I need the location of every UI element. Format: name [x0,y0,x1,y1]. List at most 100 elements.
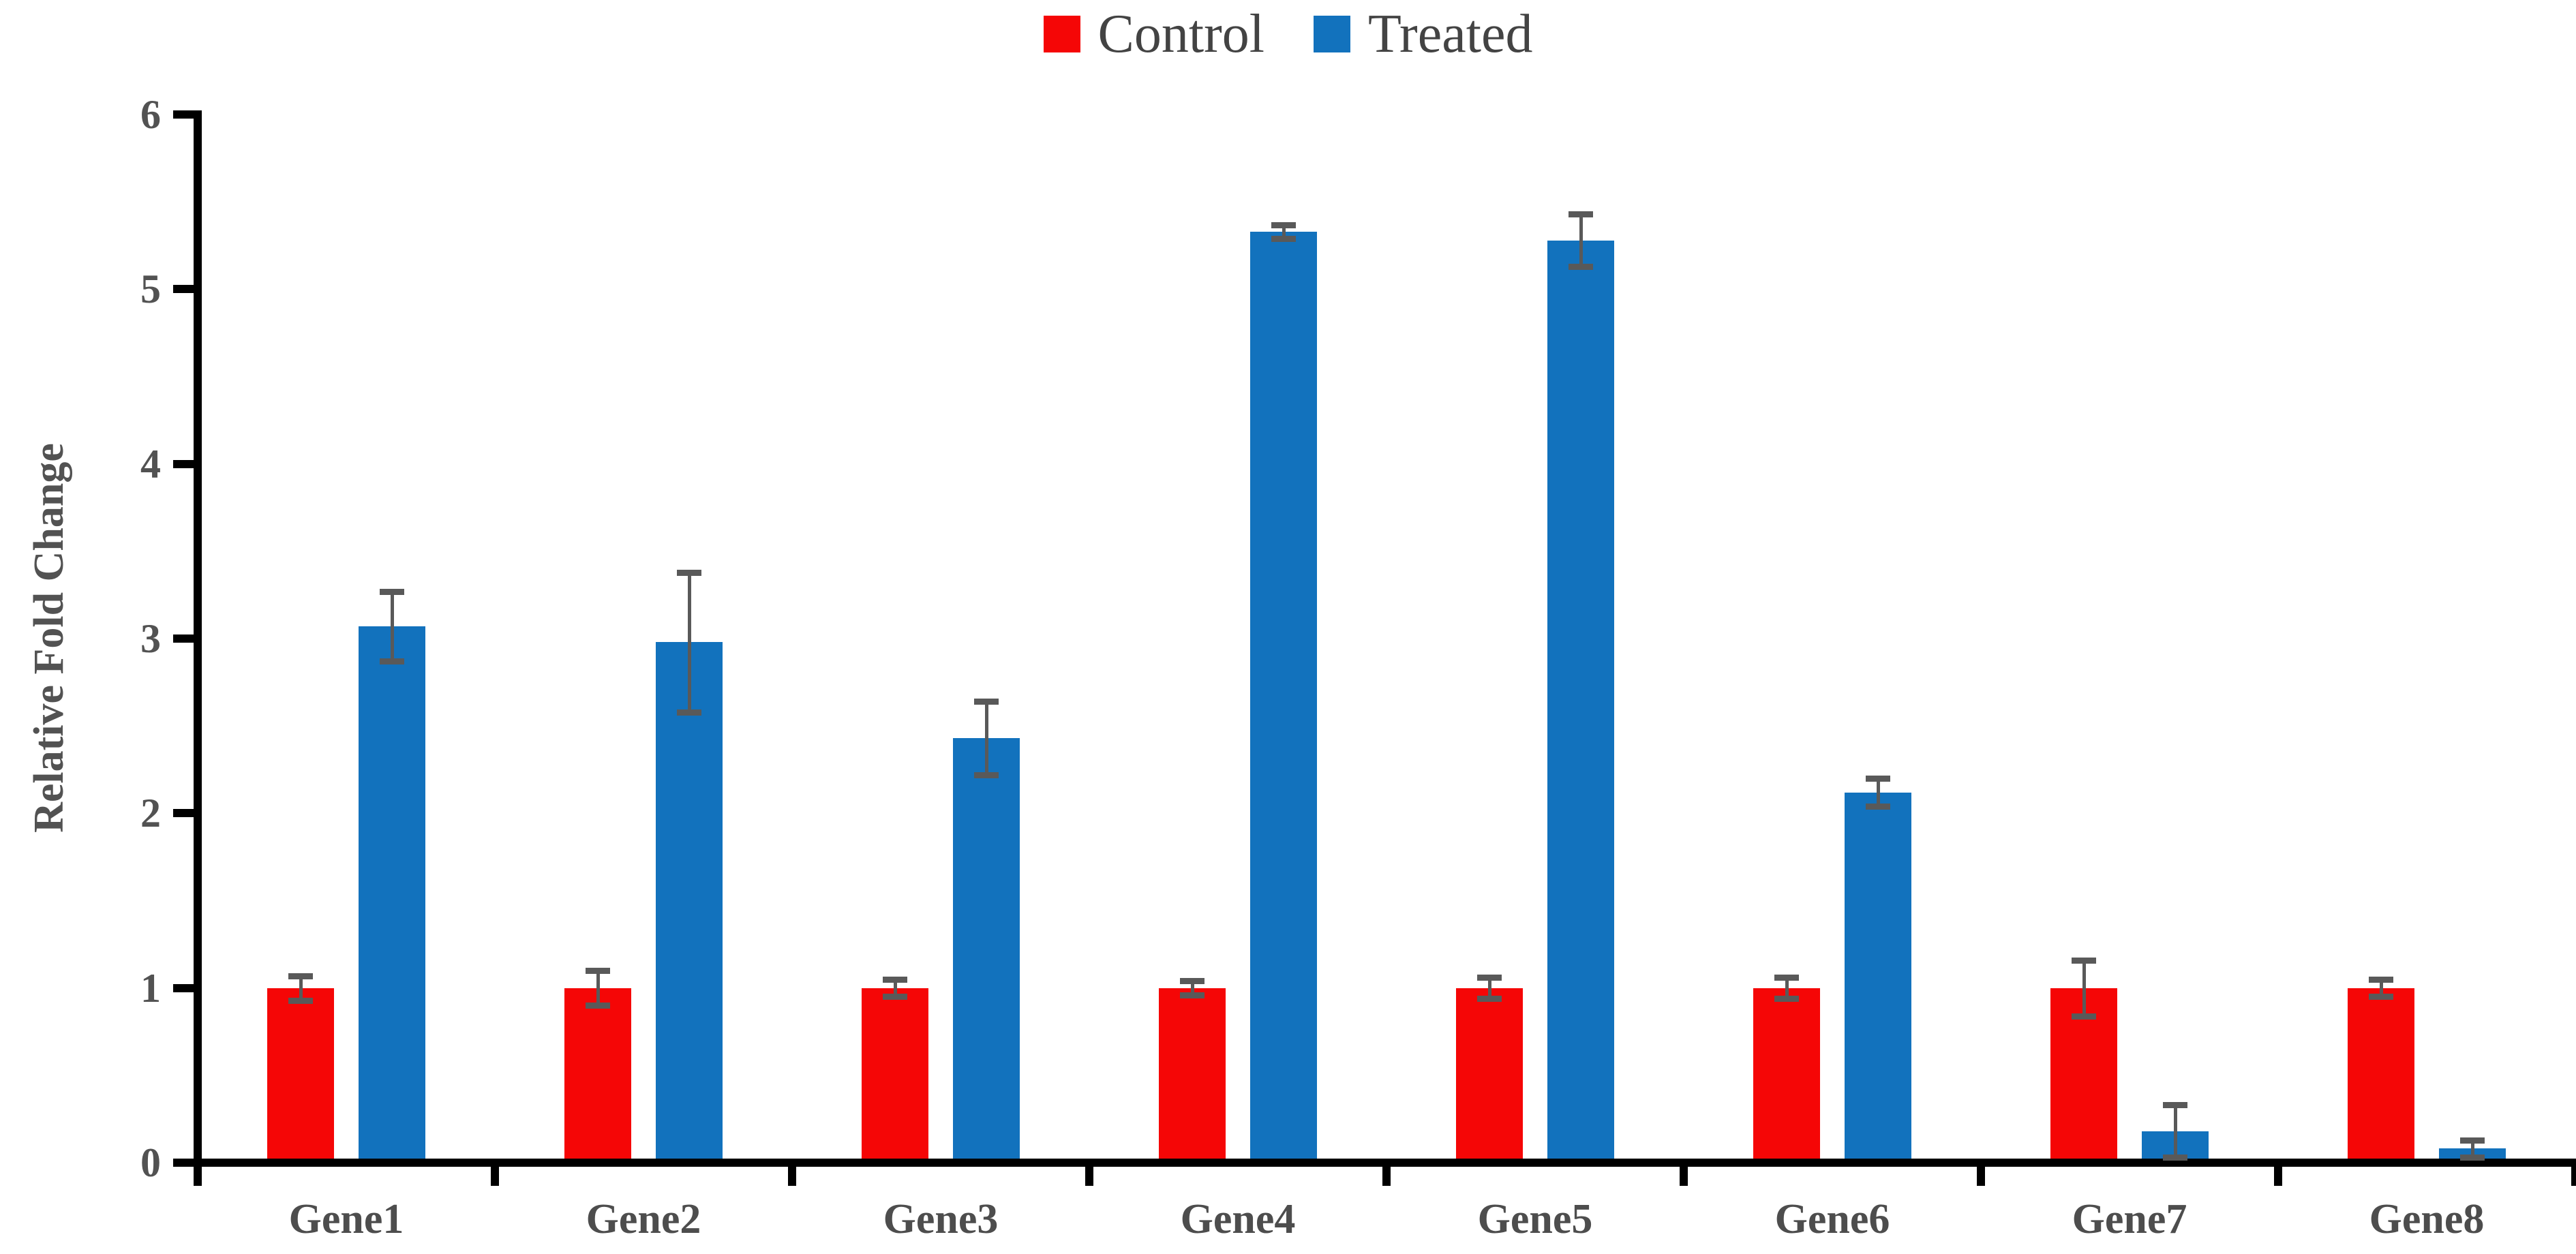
error-bar-cap-top [974,699,999,705]
x-category-label-gene3: Gene3 [883,1196,999,1242]
error-bar-treated-gene3 [984,701,988,775]
error-bar-cap-bottom [380,658,404,665]
control-bar-gene8 [2348,988,2414,1159]
y-axis-tick [173,459,194,468]
error-bar-cap-top [677,569,701,576]
error-bar-control-gene8 [2379,979,2383,997]
error-bar-cap-bottom [2369,994,2393,1000]
error-bar-cap-bottom [1477,996,1502,1003]
error-bar-control-gene4 [1190,981,1194,995]
x-category-label-gene8: Gene8 [2369,1196,2485,1242]
y-tick-label: 1 [140,965,161,1011]
control-bar-gene1 [267,988,334,1159]
error-bar-cap-bottom [974,771,999,778]
treated-bar-gene3 [953,738,1020,1159]
x-axis-tick [1085,1167,1093,1186]
error-bar-control-gene1 [299,975,303,1000]
x-axis-tick [194,1167,202,1186]
x-category-label-gene1: Gene1 [288,1196,404,1242]
error-bar-control-gene2 [596,970,600,1006]
x-axis-tick [1382,1167,1391,1186]
x-axis-tick [788,1167,796,1186]
error-bar-cap-bottom [586,1003,610,1009]
y-axis-tick [173,983,194,992]
error-bar-control-gene5 [1487,977,1491,999]
legend-label-treated: Treated [1368,4,1533,64]
y-axis-tick [173,285,194,294]
error-bar-cap-top [586,968,610,975]
error-bar-cap-top [2460,1137,2485,1144]
error-bar-cap-bottom [2460,1154,2485,1161]
y-tick-label: 2 [140,791,161,836]
error-bar-cap-bottom [1774,996,1799,1003]
error-bar-cap-bottom [677,709,701,716]
x-axis-tick [1977,1167,1985,1186]
legend-label-control: Control [1097,4,1264,64]
error-bar-cap-bottom [1271,236,1296,242]
error-bar-cap-top [1774,975,1799,981]
y-tick-label: 3 [140,616,161,661]
y-axis-line [194,110,202,1167]
treated-bar-gene5 [1547,240,1614,1159]
control-bar-gene5 [1456,988,1523,1159]
error-bar-control-gene3 [893,979,897,997]
error-bar-cap-bottom [1866,804,1890,810]
error-bar-cap-bottom [2072,1013,2096,1020]
control-legend-swatch-icon [1043,16,1080,52]
treated-bar-gene1 [359,626,425,1159]
error-bar-cap-top [1569,211,1593,218]
error-bar-cap-bottom [288,997,313,1004]
y-tick-label: 0 [140,1140,161,1185]
error-bar-treated-gene2 [687,572,691,712]
error-bar-cap-bottom [1569,264,1593,271]
error-bar-cap-top [883,976,907,983]
error-bar-cap-top [2369,976,2393,983]
x-axis-tick [2274,1167,2282,1186]
error-bar-control-gene7 [2082,960,2086,1016]
error-bar-cap-top [2072,957,2096,964]
error-bar-treated-gene1 [390,591,394,662]
error-bar-cap-bottom [2163,1154,2187,1161]
error-bar-treated-gene8 [2470,1140,2474,1157]
y-axis-tick [173,1159,194,1167]
x-category-label-gene2: Gene2 [586,1196,701,1242]
error-bar-cap-bottom [883,994,907,1000]
x-axis-tick [2571,1167,2576,1186]
error-bar-cap-top [288,973,313,979]
error-bar-treated-gene4 [1282,224,1286,239]
y-tick-label: 4 [140,441,161,487]
error-bar-cap-bottom [1180,992,1204,998]
treated-bar-gene4 [1250,231,1317,1159]
error-bar-cap-top [2163,1102,2187,1109]
x-category-label-gene6: Gene6 [1774,1196,1890,1242]
error-bar-control-gene6 [1785,977,1789,999]
treated-bar-gene2 [656,642,723,1159]
error-bar-treated-gene7 [2173,1105,2177,1157]
error-bar-cap-top [1180,978,1204,985]
legend-item-control: Control [1043,4,1264,64]
error-bar-treated-gene5 [1579,214,1583,267]
y-axis-tick [173,110,194,119]
control-bar-gene2 [564,988,631,1159]
x-category-label-gene5: Gene5 [1477,1196,1593,1242]
y-axis-tick [173,634,194,643]
control-bar-gene3 [862,988,928,1159]
error-bar-treated-gene6 [1876,778,1880,807]
x-category-label-gene7: Gene7 [2072,1196,2187,1242]
error-bar-cap-top [1271,221,1296,228]
x-category-label-gene4: Gene4 [1180,1196,1296,1242]
x-axis-tick [1680,1167,1688,1186]
x-axis-line [194,1159,2576,1167]
treated-bar-gene6 [1845,792,1911,1159]
y-tick-label: 6 [140,92,161,138]
error-bar-cap-top [1477,975,1502,981]
chart-legend: Control Treated [0,7,2576,61]
x-axis-tick [491,1167,499,1186]
legend-item-treated: Treated [1314,7,1532,61]
error-bar-cap-top [1866,776,1890,782]
y-tick-label: 5 [140,266,161,312]
error-bar-cap-top [380,588,404,595]
y-axis-tick [173,809,194,818]
control-bar-gene4 [1159,988,1226,1159]
